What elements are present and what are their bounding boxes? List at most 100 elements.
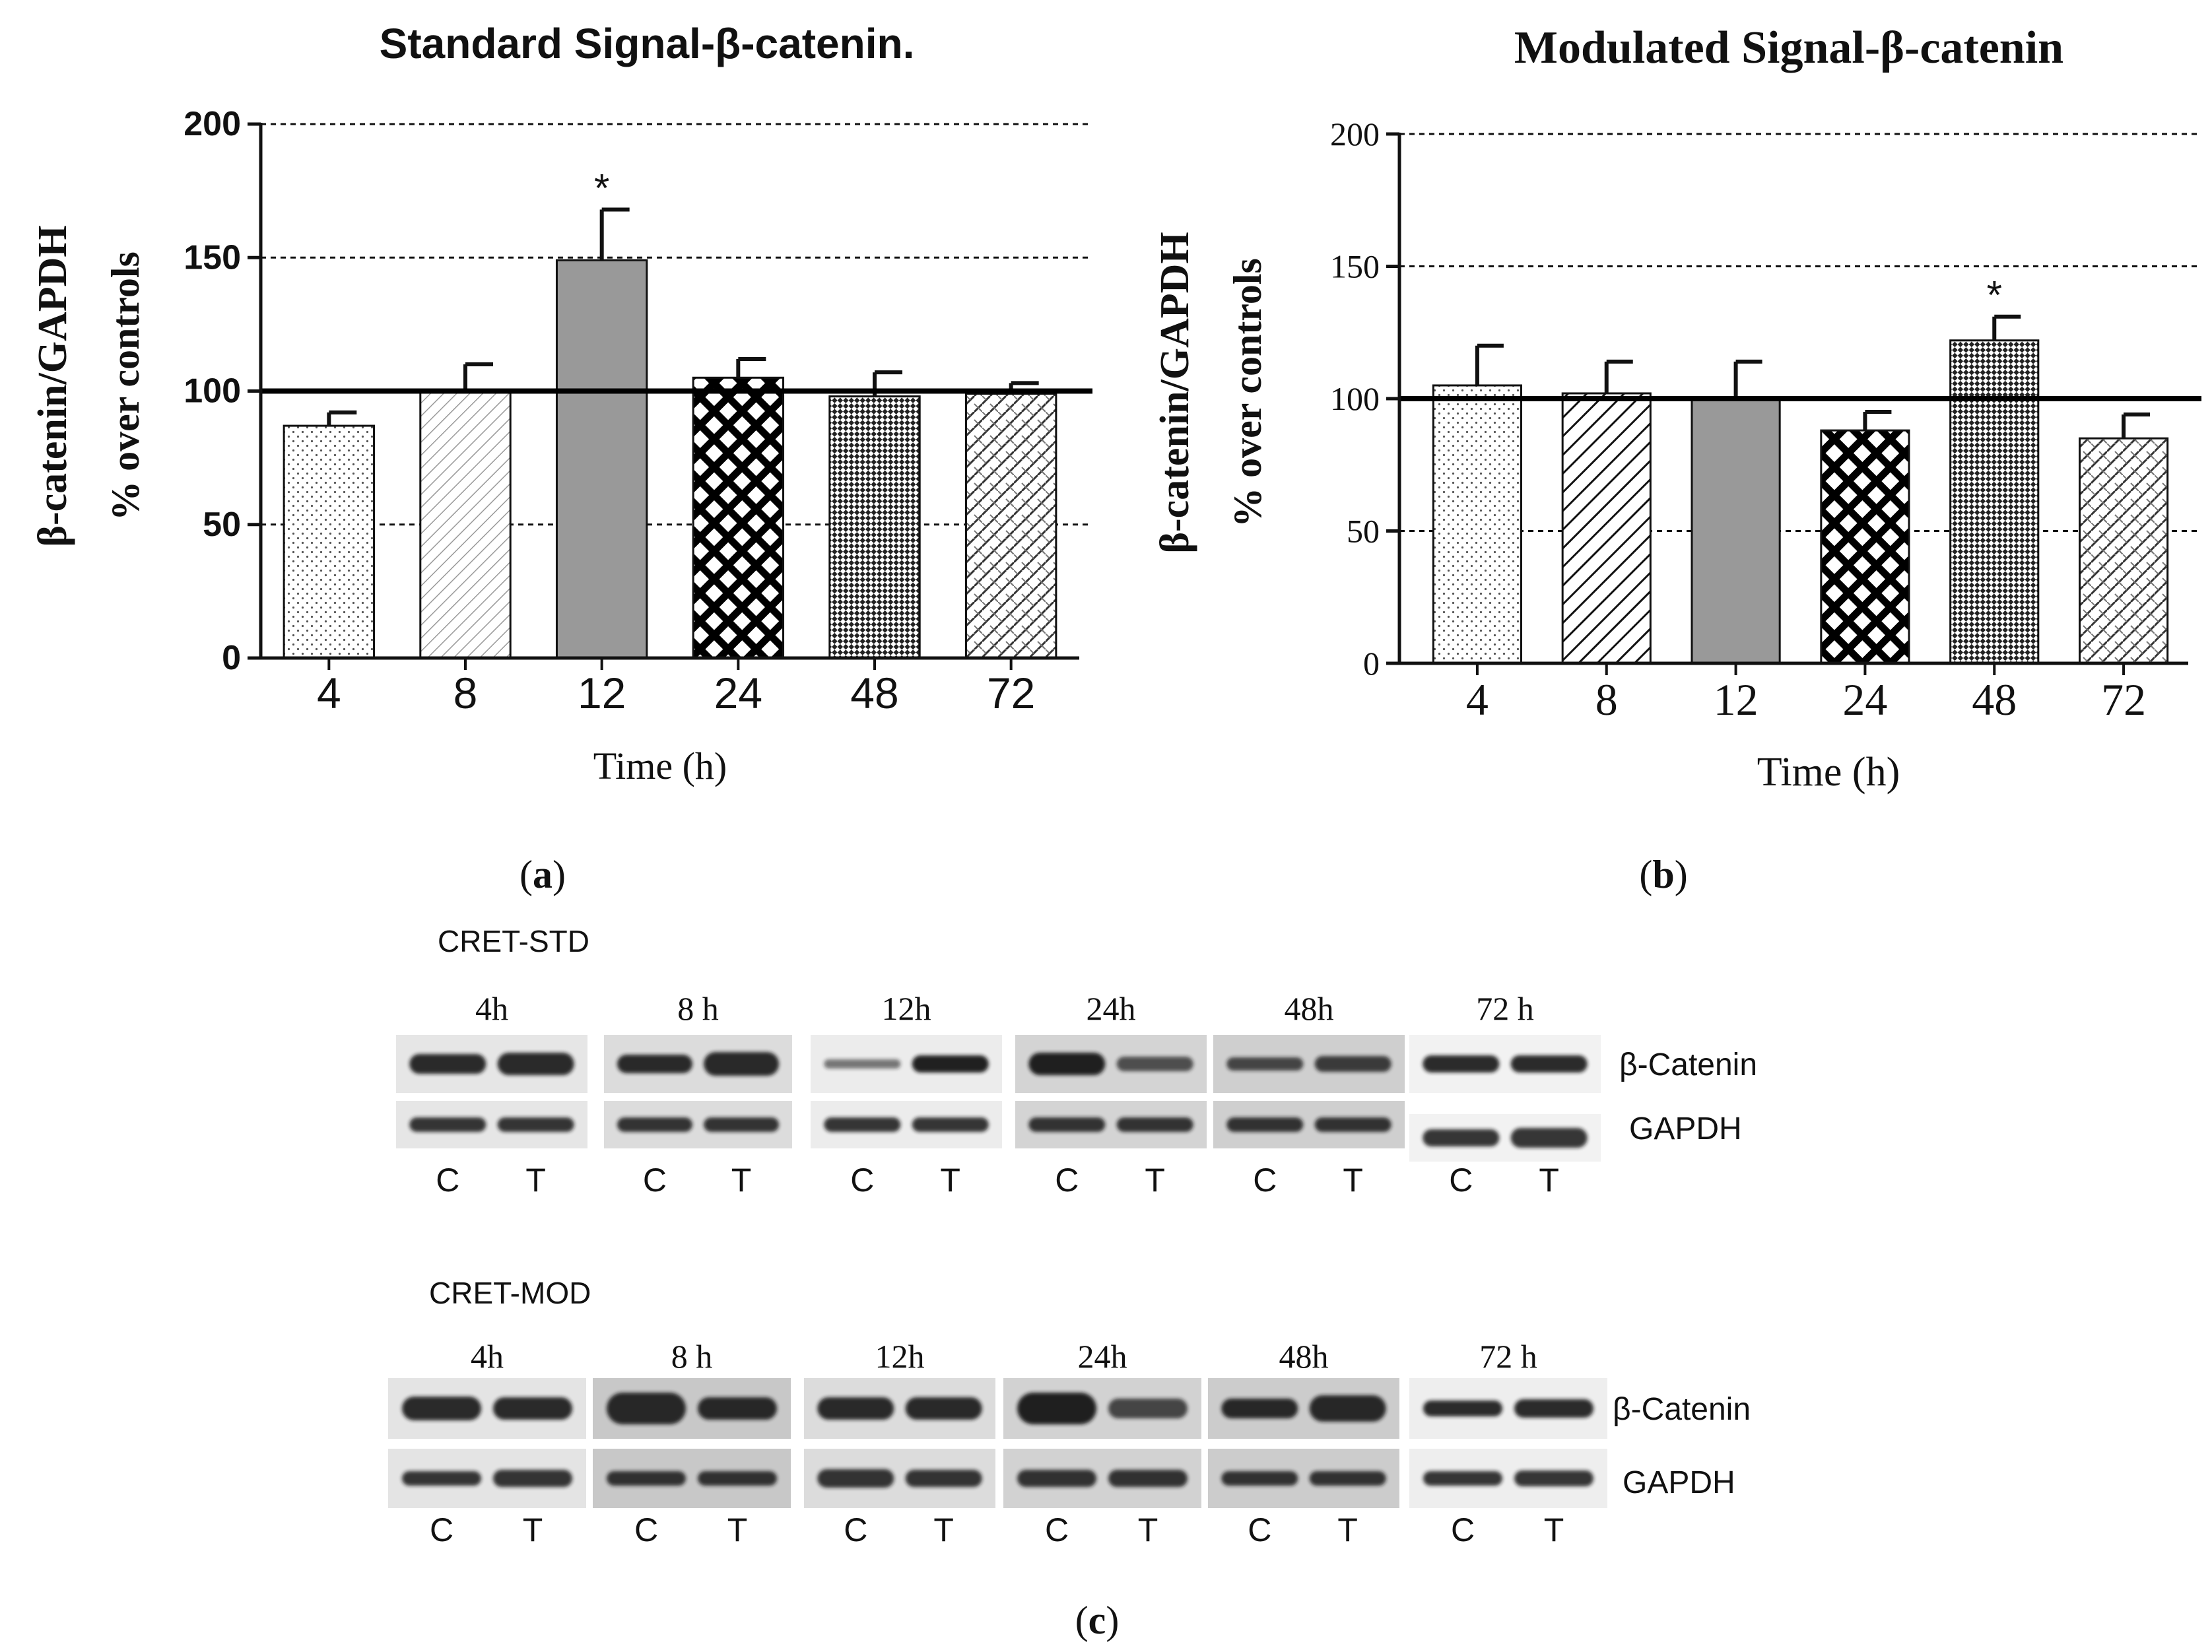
chart-a-ylabel-line1: β-catenin/GAPDH <box>30 225 75 546</box>
blot-mod-group: 4h C T 8 h C T 12h C T 24h C T 48h C T 72 h C Tβ-Catenin G… <box>388 1338 1751 1548</box>
chart-a-ytick-label-100: 100 <box>184 372 241 411</box>
chart-b-title: Modulated Signal-β-catenin <box>1514 22 2063 73</box>
blot-std-gapdh-band <box>497 1117 574 1132</box>
blot-mod-lane-label: C <box>1248 1511 1271 1548</box>
blot-std-catenin-band <box>912 1055 989 1073</box>
blot-std-gapdh-band <box>824 1117 901 1132</box>
blot-std-catenin-band <box>824 1059 901 1069</box>
blot-std-lane-label: C <box>1449 1162 1473 1199</box>
chart-a-xtick-label-48: 48 <box>850 669 898 717</box>
panel-a-label: (a) <box>519 853 566 896</box>
blot-std-gapdh-band <box>1116 1117 1193 1132</box>
chart-panel-a: Standard Signal-β-catenin. β-catenin/GAP… <box>30 20 1092 896</box>
blot-std-lane-label: T <box>1343 1162 1363 1199</box>
blot-mod-lane-label: C <box>634 1511 658 1548</box>
chart-a-bar-24 <box>692 376 785 659</box>
blot-std-time-label: 12h <box>882 990 931 1027</box>
blot-std-lane-label: C <box>1055 1162 1079 1199</box>
blot-mod-catenin-band <box>1108 1399 1188 1418</box>
blot-std-title: CRET-STD <box>438 924 589 958</box>
blot-std-gapdh-band <box>409 1117 486 1132</box>
chart-a-ytick-label-200: 200 <box>184 105 241 143</box>
chart-a-bar-72 <box>964 393 1057 659</box>
chart-a-ytick-label-150: 150 <box>184 238 241 277</box>
blot-std-catenin-band <box>1423 1055 1500 1073</box>
blot-std-catenin-band <box>497 1053 574 1075</box>
blot-mod-lane-label: C <box>430 1511 453 1548</box>
blot-mod-catenin-band <box>1017 1393 1096 1424</box>
blot-mod-catenin-band <box>402 1397 481 1420</box>
chart-panel-b: Modulated Signal-β-catenin β-catenin/GAP… <box>1153 22 2201 896</box>
blot-mod-lane-label: C <box>1451 1511 1475 1548</box>
chart-a-xtick-label-8: 8 <box>453 669 478 717</box>
blot-mod-gapdh-band <box>1514 1470 1593 1486</box>
blot-mod-lane-label: C <box>844 1511 867 1548</box>
blot-std-lane-label: T <box>940 1162 960 1199</box>
chart-a-bar-48 <box>828 395 921 659</box>
chart-a-xlabel: Time (h) <box>593 744 727 787</box>
blot-std-lane-label: T <box>731 1162 752 1199</box>
chart-a-xtick-label-72: 72 <box>987 669 1035 717</box>
blot-std-time-label: 48h <box>1285 990 1334 1027</box>
blot-std-gapdh-band <box>1510 1128 1588 1148</box>
panel-c-label: (c) <box>1075 1599 1120 1642</box>
chart-b-bar-48 <box>1949 339 2040 665</box>
blot-mod-time-label: 8 h <box>671 1338 713 1375</box>
blot-std-gapdh-band <box>704 1117 780 1132</box>
blot-mod-catenin-band <box>1309 1395 1386 1422</box>
chart-a-xtick-label-24: 24 <box>714 669 762 717</box>
blot-mod-gapdh-band <box>607 1471 686 1486</box>
blot-mod-gapdh-label: GAPDH <box>1623 1465 1735 1500</box>
blot-std-group: 4h C T 8 h C T 12h C T 24h C T 48h C T 72 h C Tβ-Catenin G… <box>396 990 1757 1199</box>
blot-std-catenin-band <box>409 1054 486 1074</box>
blot-mod-catenin-band <box>1514 1399 1593 1418</box>
blot-mod-catenin-band <box>698 1397 777 1420</box>
blot-std-lane-label: C <box>643 1162 667 1199</box>
chart-b-xtick-label-72: 72 <box>2101 675 2146 725</box>
blot-std-catenin-band <box>704 1052 780 1076</box>
blot-std-catenin-band <box>617 1055 692 1073</box>
chart-b-bar-12 <box>1691 397 1781 665</box>
blot-mod-lane-label: C <box>1045 1511 1069 1548</box>
chart-a-bar-12 <box>555 259 648 659</box>
chart-b-ylabel-line1: β-catenin/GAPDH <box>1153 232 1197 553</box>
chart-a-bar-4 <box>283 424 376 659</box>
chart-a-ytick-label-0: 0 <box>222 639 241 677</box>
blot-mod-lane-label: T <box>1544 1511 1564 1548</box>
blot-mod-catenin-band <box>493 1397 572 1420</box>
blot-mod-time-label: 24h <box>1078 1338 1127 1375</box>
chart-b-xtick-label-12: 12 <box>1714 675 1759 725</box>
blot-std-gapdh-band <box>1314 1117 1391 1132</box>
blot-std-catenin-band <box>1226 1057 1304 1071</box>
blot-mod-catenin-band <box>905 1397 982 1420</box>
chart-a-xtick-label-12: 12 <box>578 669 626 717</box>
blot-mod-catenin-band <box>1423 1401 1502 1416</box>
chart-b-xtick-label-24: 24 <box>1842 675 1887 725</box>
western-blot-panel: CRET-STD CRET-MOD 4h C T 8 h C T 12h C T 24h C T 48h… <box>388 924 1757 1642</box>
chart-a-title: Standard Signal-β-catenin. <box>380 20 915 67</box>
blot-std-catenin-band <box>1028 1053 1106 1075</box>
chart-b-bar-72 <box>2079 437 2169 665</box>
chart-b-ytick-label-150: 150 <box>1330 248 1380 285</box>
blot-mod-lane-label: T <box>523 1511 543 1548</box>
chart-b-xtick-label-48: 48 <box>1972 675 2017 725</box>
blot-mod-gapdh-band <box>402 1471 481 1486</box>
blot-std-time-label: 24h <box>1087 990 1136 1027</box>
blot-mod-gapdh-band <box>493 1470 572 1487</box>
blot-mod-catenin-label: β-Catenin <box>1613 1392 1751 1427</box>
blot-mod-lane-label: T <box>1138 1511 1158 1548</box>
blot-mod-time-label: 12h <box>875 1338 925 1375</box>
blot-mod-title: CRET-MOD <box>429 1276 591 1310</box>
blot-mod-gapdh-band <box>1108 1470 1188 1487</box>
blot-std-lane-label: C <box>850 1162 874 1199</box>
blot-std-time-label: 72 h <box>1476 990 1534 1027</box>
blot-mod-catenin-band <box>1221 1399 1298 1418</box>
chart-a-significance-12: * <box>594 166 609 210</box>
chart-b-ylabel-line2: % over controls <box>1226 258 1269 527</box>
chart-b-bar-4 <box>1432 384 1522 665</box>
chart-b-xlabel: Time (h) <box>1757 750 1900 795</box>
chart-b-ytick-label-50: 50 <box>1347 513 1380 550</box>
blot-mod-lane-label: T <box>933 1511 954 1548</box>
blot-std-catenin-band <box>1314 1056 1391 1072</box>
